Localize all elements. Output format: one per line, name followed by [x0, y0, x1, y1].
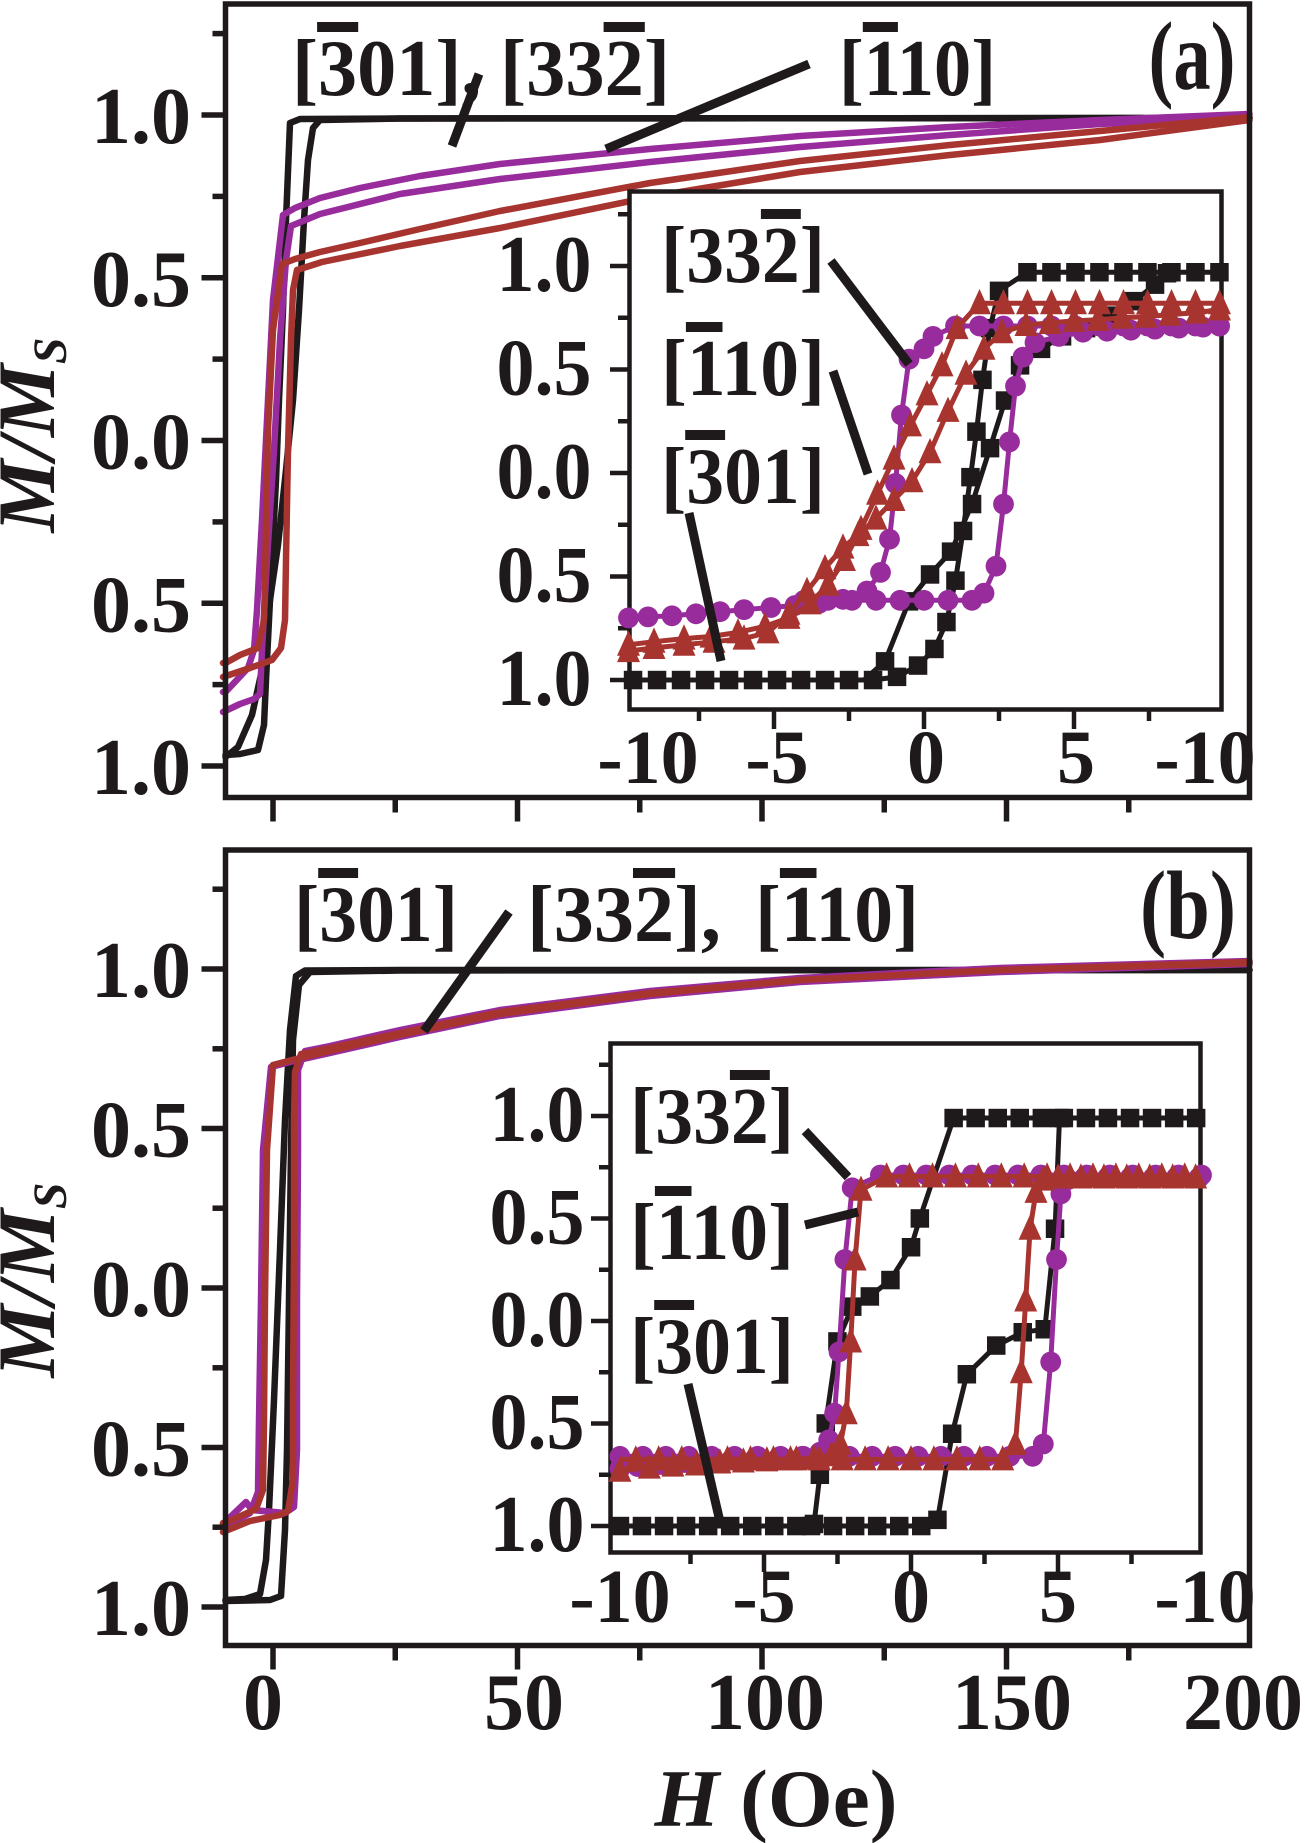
svg-text:[110]: [110]: [661, 325, 825, 413]
svg-text:[110]: [110]: [755, 871, 919, 959]
svg-text:0: 0: [243, 1659, 283, 1747]
svg-text:-5: -5: [745, 716, 808, 800]
svg-text:50: 50: [484, 1659, 564, 1747]
svg-text:[332]: [332]: [500, 25, 670, 113]
svg-text:[301]: [301]: [630, 1303, 794, 1391]
svg-text:0.0: 0.0: [497, 428, 592, 516]
svg-text:1.0: 1.0: [490, 1481, 585, 1569]
svg-text:-10: -10: [597, 716, 698, 800]
svg-text:200: 200: [1183, 1659, 1303, 1747]
svg-text:-10: -10: [1154, 1555, 1255, 1639]
svg-text:0.5: 0.5: [91, 236, 191, 324]
svg-text:5: 5: [1039, 1555, 1077, 1639]
svg-text:H (Oe): H (Oe): [653, 1753, 897, 1843]
svg-text:0.5: 0.5: [497, 325, 592, 413]
svg-text:0.5: 0.5: [490, 1379, 585, 1467]
svg-text:5: 5: [1057, 716, 1095, 800]
svg-text:[301],: [301],: [292, 25, 481, 113]
svg-text:0.5: 0.5: [497, 532, 592, 620]
svg-text:1.0: 1.0: [497, 635, 592, 723]
svg-text:0.5: 0.5: [91, 561, 191, 649]
svg-text:0.5: 0.5: [490, 1174, 585, 1262]
svg-text:[110]: [110]: [839, 25, 996, 113]
svg-text:[110]: [110]: [630, 1189, 794, 1277]
svg-text:0.0: 0.0: [91, 399, 191, 487]
svg-text:1.0: 1.0: [91, 1565, 191, 1653]
svg-text:0: 0: [907, 716, 945, 800]
svg-text:1.0: 1.0: [497, 221, 592, 309]
svg-text:[301]: [301]: [661, 433, 825, 521]
svg-text:[332],: [332],: [527, 871, 721, 959]
svg-text:-10: -10: [569, 1555, 670, 1639]
svg-text:1.0: 1.0: [91, 927, 191, 1015]
svg-text:1.0: 1.0: [91, 73, 191, 161]
svg-text:0.0: 0.0: [91, 1246, 191, 1334]
svg-text:100: 100: [705, 1659, 825, 1747]
svg-text:1.0: 1.0: [91, 724, 191, 812]
svg-text:-5: -5: [732, 1555, 795, 1639]
svg-text:[332]: [332]: [661, 212, 825, 300]
svg-text:0: 0: [892, 1555, 930, 1639]
svg-text:150: 150: [952, 1659, 1072, 1747]
svg-text:M/MS: M/MS: [0, 1183, 77, 1380]
svg-text:0.0: 0.0: [490, 1276, 585, 1364]
svg-text:0.5: 0.5: [91, 1406, 191, 1494]
svg-text:-10: -10: [1154, 716, 1255, 800]
svg-text:[301]: [301]: [294, 871, 458, 959]
svg-text:1.0: 1.0: [490, 1071, 585, 1159]
svg-text:(b): (b): [1140, 852, 1236, 959]
svg-text:M/MS: M/MS: [0, 338, 77, 535]
svg-text:[332]: [332]: [630, 1073, 794, 1161]
svg-text:(a): (a): [1149, 3, 1236, 110]
svg-text:0.5: 0.5: [91, 1087, 191, 1175]
